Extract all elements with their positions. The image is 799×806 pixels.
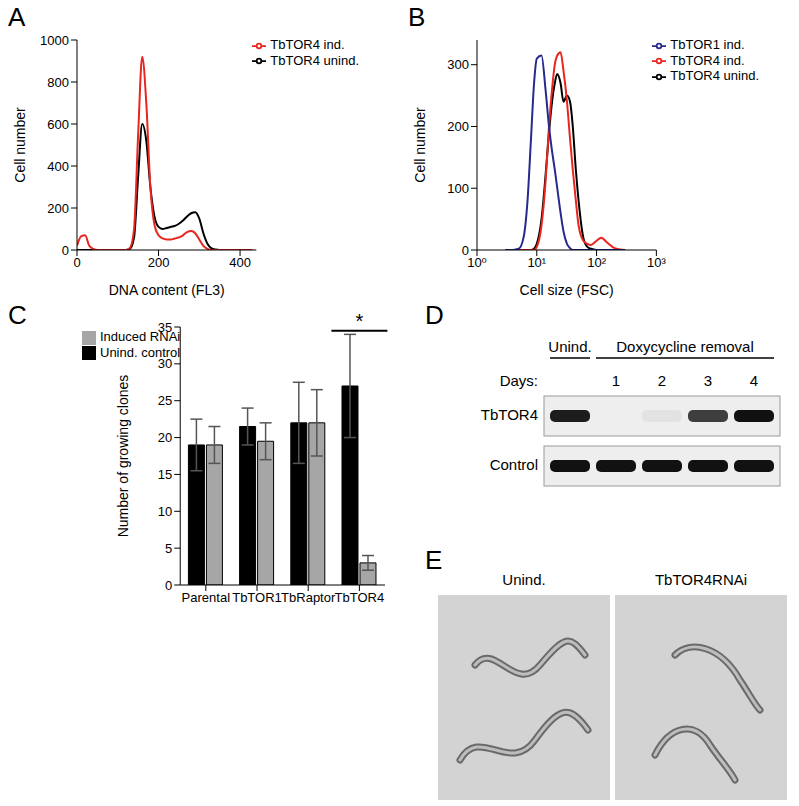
svg-text:Unind.: Unind. — [548, 338, 591, 355]
svg-text:Days:: Days: — [500, 372, 538, 389]
svg-text:800: 800 — [47, 75, 69, 90]
svg-text:0: 0 — [165, 578, 172, 593]
svg-text:200: 200 — [447, 119, 469, 134]
svg-text:200: 200 — [47, 201, 69, 216]
svg-text:0: 0 — [462, 243, 469, 258]
svg-text:15: 15 — [158, 467, 172, 482]
svg-text:4: 4 — [750, 372, 758, 389]
svg-text:*: * — [356, 310, 364, 332]
svg-text:35: 35 — [158, 320, 172, 335]
svg-text:20: 20 — [158, 430, 172, 445]
svg-text:400: 400 — [47, 159, 69, 174]
svg-text:TbTOR4RNAi: TbTOR4RNAi — [655, 571, 747, 588]
svg-text:0: 0 — [62, 243, 69, 258]
svg-text:400: 400 — [229, 255, 251, 270]
svg-text:Cell number: Cell number — [412, 107, 428, 183]
svg-text:1000: 1000 — [40, 33, 69, 48]
svg-text:5: 5 — [165, 541, 172, 556]
svg-text:DNA content (FL3): DNA content (FL3) — [109, 282, 225, 298]
svg-text:TbRaptor: TbRaptor — [281, 590, 336, 605]
svg-text:300: 300 — [447, 57, 469, 72]
svg-text:Unind.: Unind. — [502, 571, 545, 588]
svg-text:Parental: Parental — [182, 590, 231, 605]
svg-text:3: 3 — [704, 372, 712, 389]
svg-text:10²: 10² — [587, 255, 606, 270]
svg-text:0: 0 — [73, 255, 80, 270]
svg-text:Control: Control — [490, 456, 538, 473]
svg-text:Cell size (FSC): Cell size (FSC) — [520, 282, 614, 298]
svg-text:200: 200 — [148, 255, 170, 270]
svg-text:1: 1 — [612, 372, 620, 389]
svg-text:600: 600 — [47, 117, 69, 132]
svg-text:10¹: 10¹ — [527, 255, 546, 270]
svg-text:10⁰: 10⁰ — [467, 255, 487, 270]
svg-text:TbTOR1: TbTOR1 — [232, 590, 282, 605]
svg-text:10: 10 — [158, 504, 172, 519]
svg-text:25: 25 — [158, 393, 172, 408]
svg-text:TbTOR4: TbTOR4 — [481, 406, 538, 423]
svg-text:30: 30 — [158, 356, 172, 371]
svg-text:10³: 10³ — [647, 255, 666, 270]
svg-text:2: 2 — [658, 372, 666, 389]
svg-text:Number of growing clones: Number of growing clones — [115, 375, 131, 538]
svg-text:TbTOR4: TbTOR4 — [335, 590, 385, 605]
svg-text:100: 100 — [447, 181, 469, 196]
svg-text:Cell number: Cell number — [12, 107, 28, 183]
svg-text:Doxycycline removal: Doxycycline removal — [616, 338, 754, 355]
